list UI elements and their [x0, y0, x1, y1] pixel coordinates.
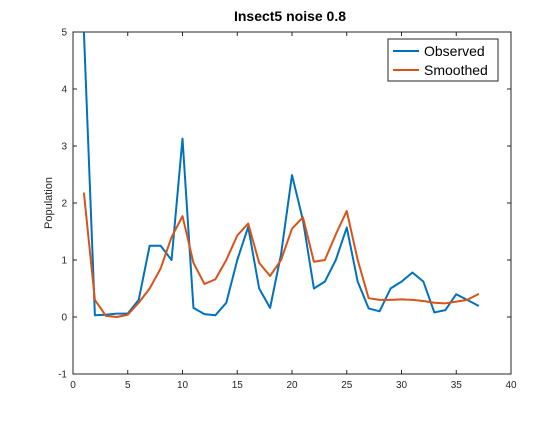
- x-tick-label: 35: [451, 380, 463, 391]
- chart-title: Insect5 noise 0.8: [234, 8, 346, 24]
- series-line-observed: [82, 32, 480, 317]
- x-tick-label: 25: [341, 380, 353, 391]
- x-tick-label: 20: [286, 380, 298, 391]
- x-tick-label: 40: [505, 380, 517, 391]
- legend: Observed Smoothed: [387, 38, 499, 82]
- y-tick-label: 1: [61, 256, 67, 267]
- y-tick-label: 4: [61, 85, 67, 96]
- series-line-smoothed: [82, 192, 480, 318]
- y-tick-label: 0: [61, 313, 67, 324]
- y-axis-label: Population: [43, 177, 55, 229]
- legend-label-observed: Observed: [424, 43, 485, 59]
- x-tick-label: 10: [177, 380, 189, 391]
- x-tick-label: 5: [125, 380, 131, 391]
- x-tick-label: 15: [232, 380, 244, 391]
- y-tick-label: -1: [58, 370, 67, 381]
- y-tick-label: 5: [61, 28, 67, 39]
- legend-box: [387, 38, 499, 82]
- x-tick-label: 30: [396, 380, 408, 391]
- x-tick-label: 0: [70, 380, 76, 391]
- legend-label-smoothed: Smoothed: [424, 62, 488, 78]
- y-tick-label: 3: [61, 142, 67, 153]
- y-tick-label: 2: [61, 199, 67, 210]
